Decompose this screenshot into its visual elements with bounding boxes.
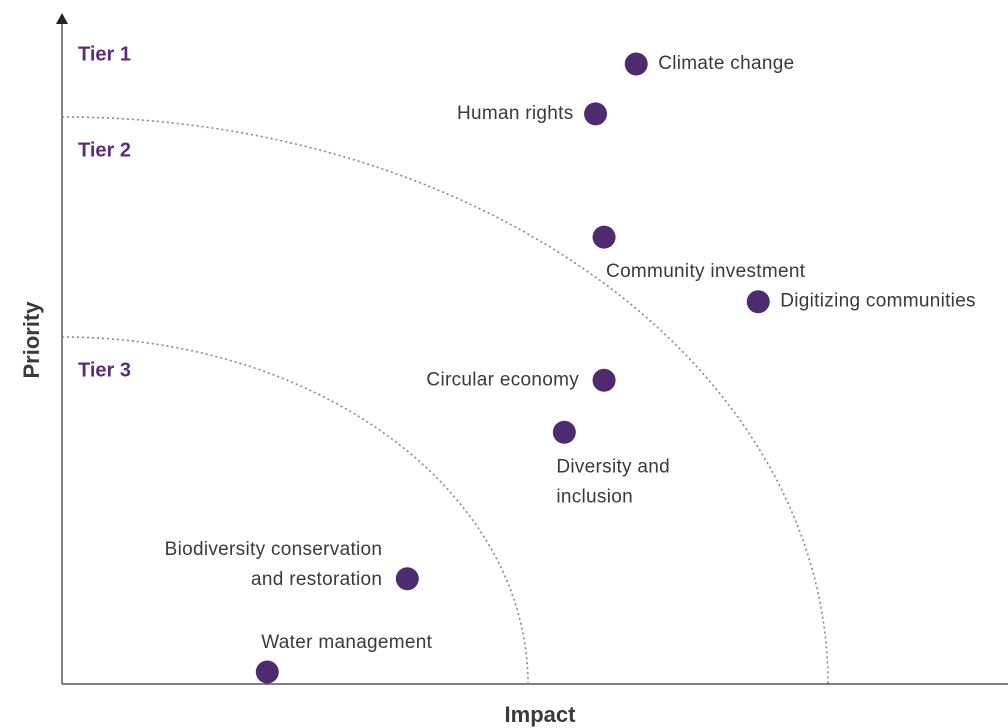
point-label: Digitizing communities [780, 291, 976, 312]
tier-label: Tier 3 [78, 359, 131, 381]
point-label: Human rights [457, 103, 574, 124]
y-axis-title: Priority [19, 301, 44, 379]
point [552, 420, 576, 444]
point [584, 102, 608, 126]
tier-boundary [61, 336, 529, 685]
point-label: inclusion [556, 486, 633, 507]
point-label: Climate change [658, 53, 794, 74]
point [592, 225, 616, 249]
point-label: Community investment [606, 261, 806, 282]
point-label: Circular economy [426, 369, 579, 390]
point-label: Diversity and [556, 456, 670, 477]
point [746, 290, 770, 314]
tier-boundary [61, 116, 829, 685]
x-axis-title: Impact [505, 702, 577, 727]
point-label: and restoration [251, 569, 382, 590]
y-axis-arrow [56, 13, 68, 24]
point [255, 660, 279, 684]
tier-label: Tier 2 [78, 139, 131, 161]
tier-label: Tier 1 [78, 43, 131, 65]
point [395, 567, 419, 591]
point [592, 368, 616, 392]
point-label: Biodiversity conservation [165, 539, 383, 560]
point [624, 52, 648, 76]
point-label: Water management [261, 632, 432, 653]
